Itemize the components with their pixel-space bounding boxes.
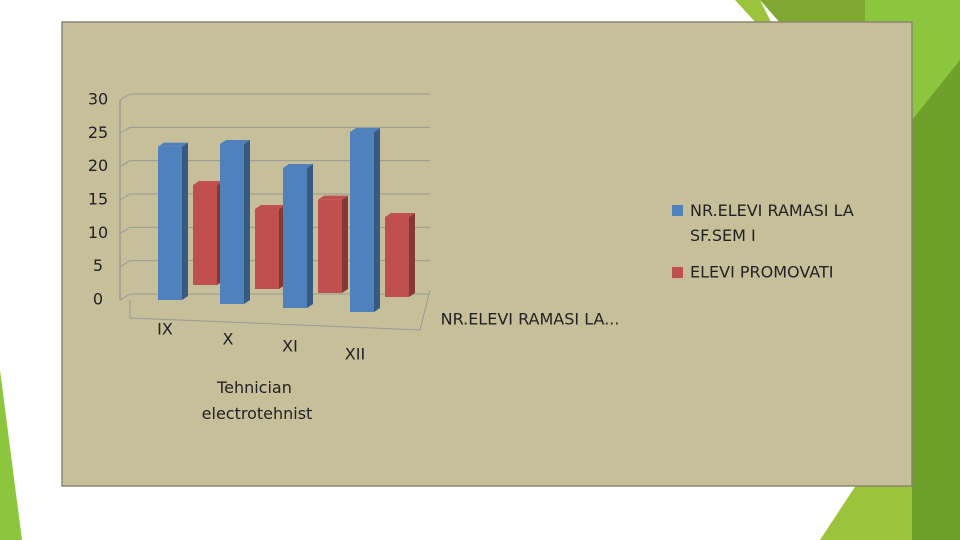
bar	[220, 144, 244, 304]
grid-line	[119, 160, 430, 168]
bar-top	[385, 213, 415, 217]
bar-top	[255, 205, 285, 209]
bar	[193, 185, 217, 285]
bar	[283, 168, 307, 308]
bar	[255, 209, 279, 289]
bar-top	[158, 142, 188, 147]
y-tick-label: 25	[88, 123, 108, 142]
legend-swatch	[672, 267, 683, 278]
bar-side	[342, 195, 348, 293]
x-tick-label: IX	[157, 320, 173, 339]
x-axis-title-text: Tehnician	[216, 378, 292, 397]
x-tick-label: XII	[345, 345, 365, 364]
bar-top	[350, 128, 380, 132]
bar	[158, 146, 182, 300]
depth-axis-title: NR.ELEVI RAMASI LA...	[441, 310, 620, 329]
bar-side	[409, 213, 415, 297]
bar-side	[244, 140, 250, 304]
decoration	[0, 370, 22, 540]
grid-line	[119, 126, 430, 134]
legend-label-text: NR.ELEVI RAMASI LA	[690, 201, 854, 220]
legend-label: NR.ELEVI RAMASI LA SF.SEM I	[690, 201, 854, 245]
grid-line	[119, 293, 430, 301]
y-tick-label: 30	[88, 90, 108, 109]
decoration	[912, 60, 960, 540]
bar-side	[307, 164, 313, 308]
bar	[318, 199, 342, 293]
bar-top	[318, 195, 348, 200]
bar-top	[193, 181, 223, 185]
y-tick-label: 10	[88, 223, 108, 242]
bar-top	[283, 164, 313, 168]
bar-side	[374, 128, 380, 312]
y-tick-label: 0	[93, 290, 103, 309]
y-tick-label: 15	[88, 190, 108, 209]
bar	[350, 132, 374, 312]
legend-swatch	[672, 205, 683, 216]
bar	[385, 217, 409, 297]
y-tick-label: 20	[88, 156, 108, 175]
chart: Tehnician electrotehnist NR.ELEVI RAMASI…	[88, 90, 854, 423]
chart-panel	[61, 21, 913, 487]
x-tick-label: X	[223, 330, 234, 349]
legend-label-text: SF.SEM I	[690, 226, 756, 245]
grid-line	[119, 193, 430, 201]
legend-label: ELEVI PROMOVATI	[690, 263, 833, 282]
grid-line	[119, 93, 430, 101]
x-axis-title: Tehnician electrotehnist	[202, 378, 313, 423]
x-axis-title-text: electrotehnist	[202, 404, 313, 423]
floor	[129, 289, 431, 331]
bar-side	[182, 142, 188, 300]
x-tick-label: XI	[282, 337, 298, 356]
y-tick-label: 5	[93, 256, 103, 275]
bar-top	[220, 140, 250, 144]
